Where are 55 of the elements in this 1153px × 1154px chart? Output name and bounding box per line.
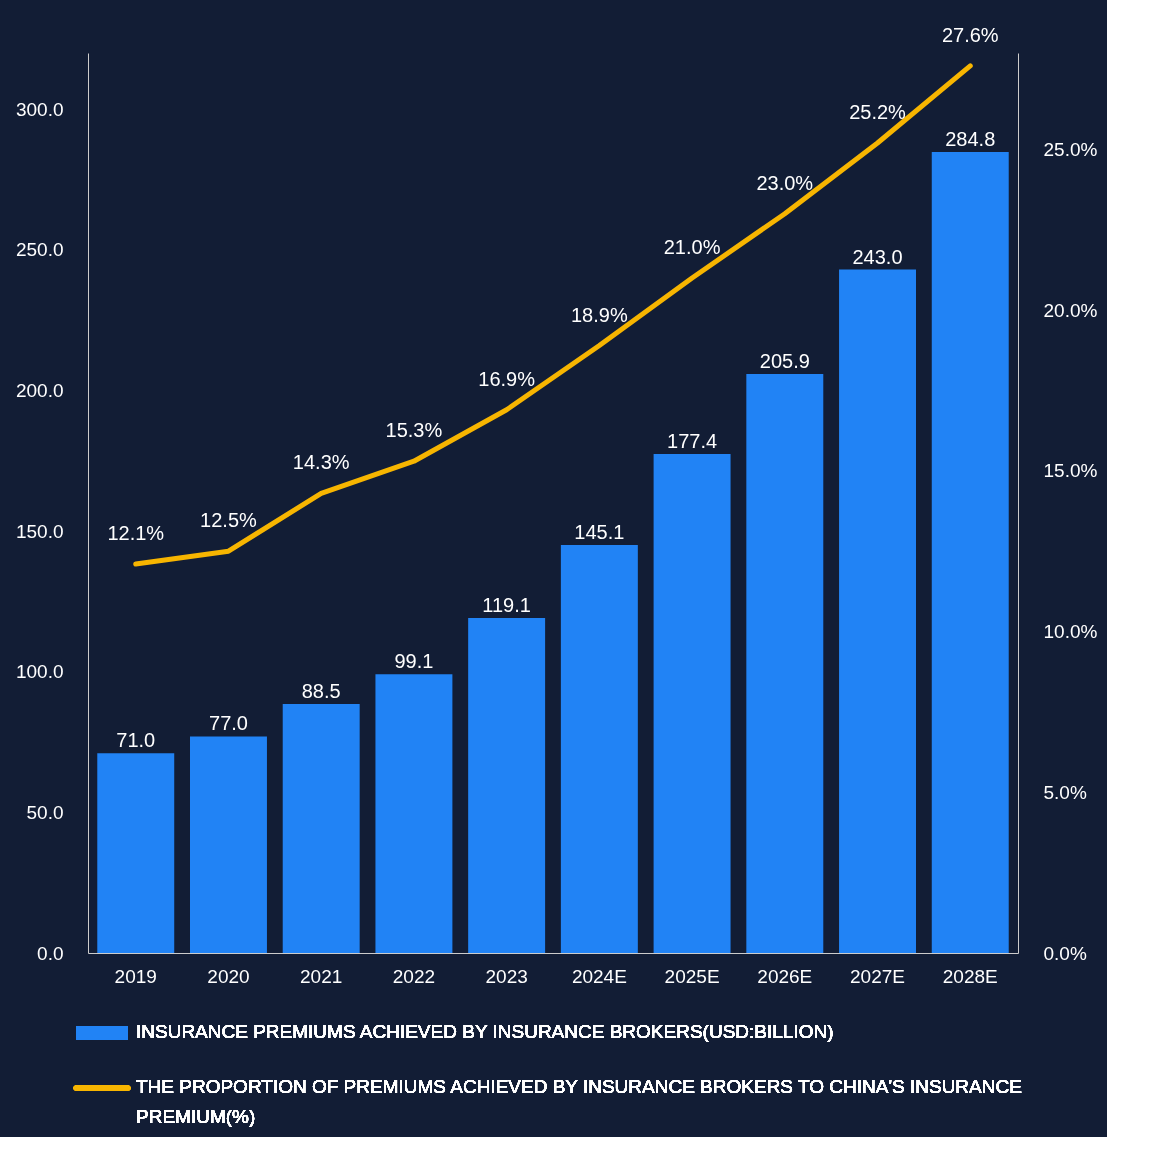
bar bbox=[282, 704, 360, 953]
data-label: 71.0 bbox=[116, 729, 156, 752]
y2-tick-label: 20.0% bbox=[1043, 299, 1098, 321]
bar bbox=[97, 753, 175, 953]
data-label: 119.1 bbox=[482, 594, 531, 617]
data-label: 25.2% bbox=[849, 101, 907, 123]
x-tick-label: 2025E bbox=[664, 965, 720, 987]
data-label: 284.8 bbox=[945, 128, 996, 150]
bar bbox=[653, 454, 731, 953]
data-label: 243.0 bbox=[852, 245, 903, 268]
y-tick-label: 150.0 bbox=[15, 520, 64, 542]
data-label: 14.3% bbox=[292, 451, 350, 474]
data-label: 18.9% bbox=[571, 303, 628, 326]
bar bbox=[746, 373, 824, 953]
data-label: 21.0% bbox=[663, 236, 721, 258]
bar bbox=[560, 544, 638, 953]
y-tick-label: 250.0 bbox=[15, 239, 64, 261]
y-tick-label: 100.0 bbox=[15, 661, 64, 683]
y-tick-label: 300.0 bbox=[15, 98, 64, 120]
data-label: 145.1 bbox=[574, 520, 625, 543]
bar bbox=[189, 736, 267, 953]
y2-tick-label: 15.0% bbox=[1043, 460, 1098, 482]
data-label: 15.3% bbox=[385, 419, 443, 442]
bar bbox=[931, 152, 1009, 953]
legend-label: THE PROPORTION OF PREMIUMS ACHIEVED BY INSURANCE BROKERS TO CHINA'S INSURANCE PREMIUM(%) bbox=[136, 1076, 1022, 1127]
x-tick-label: 2019 bbox=[114, 965, 157, 987]
y2-tick-label: 10.0% bbox=[1043, 621, 1098, 643]
data-label: 12.5% bbox=[200, 509, 258, 532]
bar bbox=[468, 618, 546, 953]
data-label: 177.4 bbox=[667, 430, 718, 453]
y-tick-label: 200.0 bbox=[15, 380, 64, 401]
bar bbox=[375, 674, 453, 953]
x-tick-label: 2021 bbox=[300, 965, 343, 987]
bar bbox=[839, 269, 917, 953]
legend-label: INSURANCE PREMIUMS ACHIEVED BY INSURANCE BROKERS(USD:BILLION) bbox=[136, 1021, 834, 1042]
data-label: 99.1 bbox=[394, 650, 434, 673]
y2-tick-label: 0.0% bbox=[1043, 942, 1087, 964]
y-tick-label: 0.0 bbox=[37, 942, 64, 964]
data-label: 88.5 bbox=[301, 680, 341, 703]
data-label: 16.9% bbox=[478, 367, 536, 390]
x-tick-label: 2020 bbox=[207, 965, 250, 987]
x-tick-label: 2028E bbox=[942, 965, 998, 987]
y2-tick-label: 5.0% bbox=[1043, 781, 1087, 803]
x-tick-label: 2026E bbox=[757, 965, 813, 987]
data-label: 27.6% bbox=[941, 23, 999, 46]
x-tick-label: 2022 bbox=[392, 965, 436, 987]
x-tick-label: 2024E bbox=[571, 965, 627, 987]
x-tick-label: 2027E bbox=[850, 965, 905, 987]
data-label: 77.0 bbox=[209, 712, 248, 735]
data-label: 12.1% bbox=[107, 522, 165, 545]
y-tick-label: 50.0 bbox=[26, 801, 64, 823]
y2-tick-label: 25.0% bbox=[1043, 138, 1098, 160]
x-tick-label: 2023 bbox=[485, 965, 528, 987]
data-label: 205.9 bbox=[759, 349, 810, 372]
data-label: 23.0% bbox=[756, 171, 814, 194]
